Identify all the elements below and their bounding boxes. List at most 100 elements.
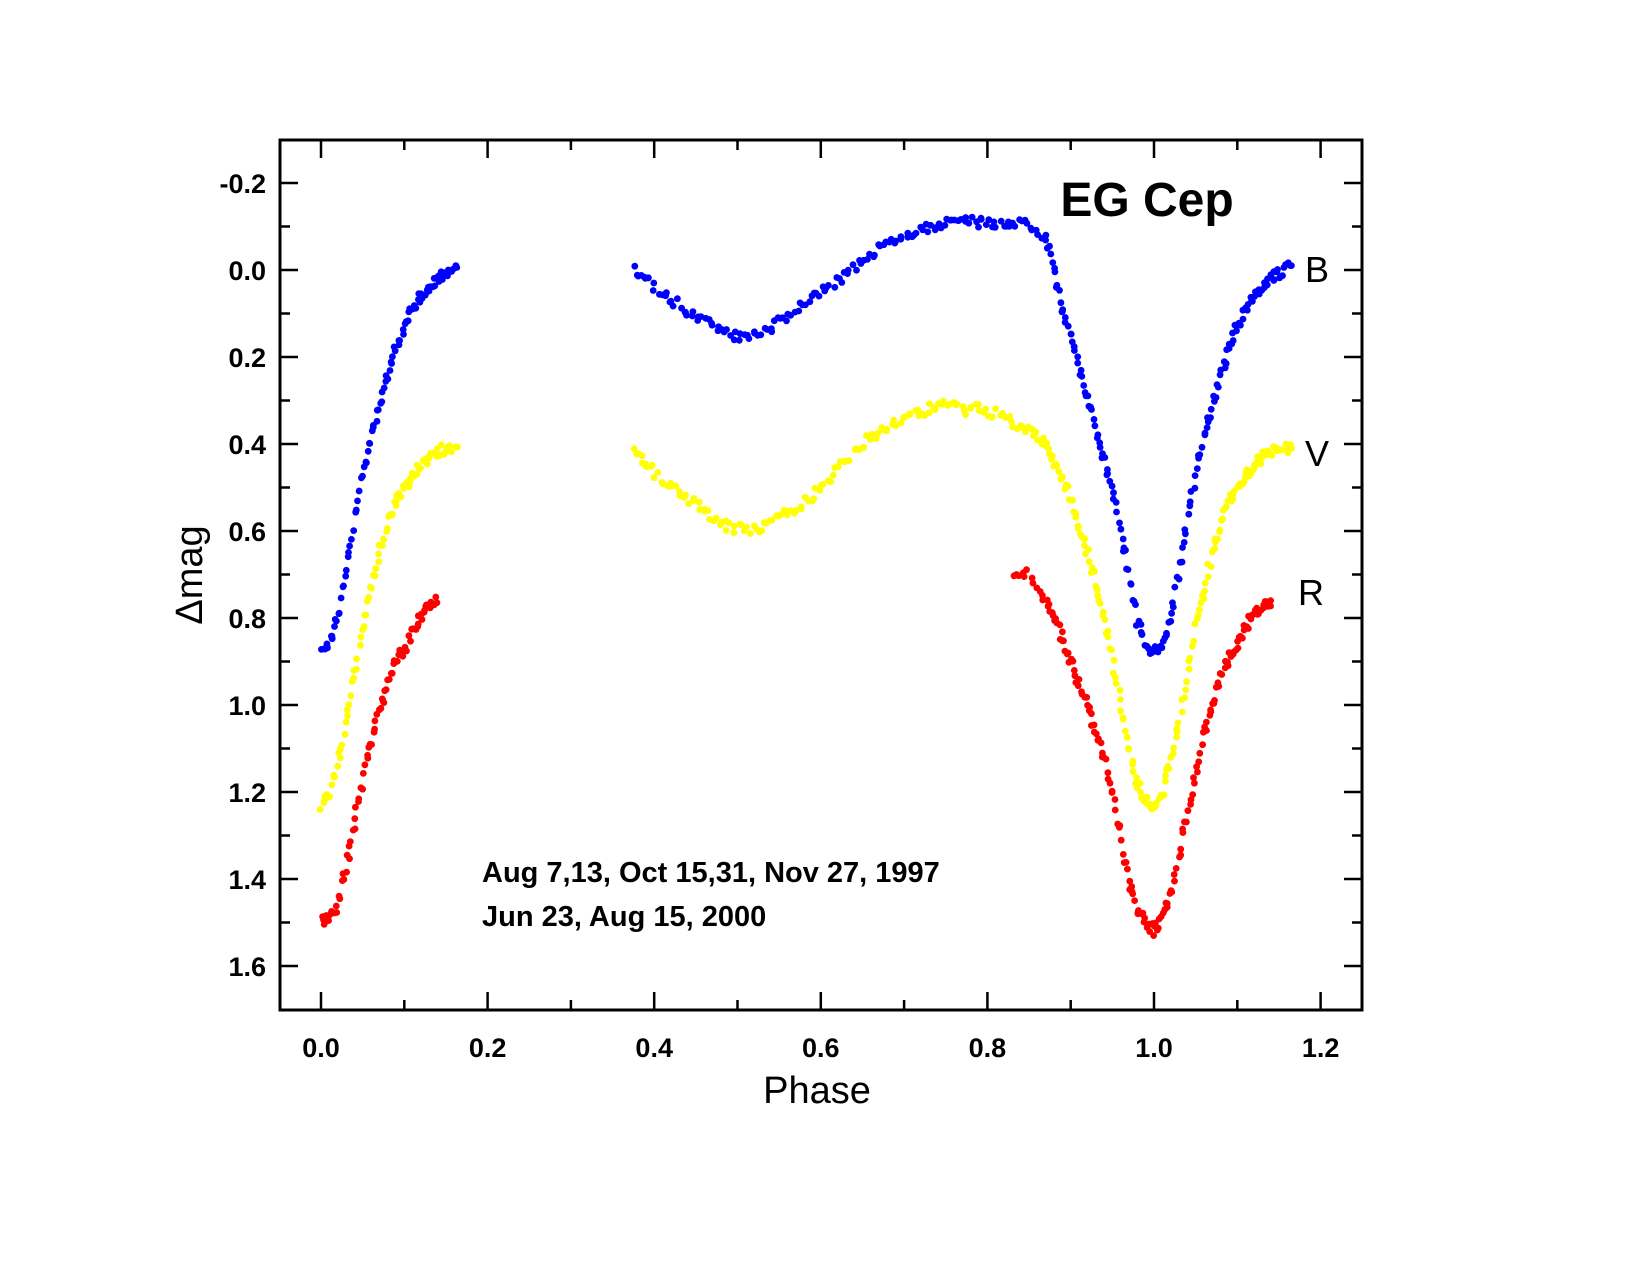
data-point-v [730,522,738,530]
data-point-v [1074,522,1082,530]
data-point-b [795,307,803,315]
data-point-b [391,347,399,355]
data-point-v [1104,633,1112,641]
data-point-v [892,422,900,430]
data-point-b [708,319,715,327]
data-point-b [1049,259,1057,266]
data-point-b [1207,405,1215,413]
data-point-v [1136,780,1144,787]
data-point-r [1083,693,1091,701]
data-point-b [1198,443,1206,451]
data-point-b [1077,366,1085,374]
observation-dates-1997: Aug 7,13, Oct 15,31, Nov 27, 1997 [482,857,940,889]
data-point-r [1203,727,1210,734]
data-point-b [919,226,927,234]
data-point-v [860,443,867,451]
data-point-b [1158,644,1166,652]
data-point-r [1119,851,1127,858]
data-point-v [1008,418,1015,425]
data-point-v [1117,696,1124,703]
data-point-v [829,471,837,479]
data-point-b [1203,424,1211,431]
data-point-b [342,572,350,580]
y-tick-label: 0.8 [228,604,266,634]
data-point-r [1194,768,1201,776]
data-point-r [1097,739,1105,747]
data-point-b [1051,268,1059,276]
data-point-v [650,474,658,482]
data-point-r [1111,796,1119,803]
data-point-v [1116,686,1124,694]
data-point-v [834,463,842,471]
data-point-b [362,458,370,466]
data-point-b [1279,272,1286,280]
data-point-b [1117,525,1125,533]
data-point-v [743,523,750,531]
data-point-b [663,289,670,296]
data-point-r [359,785,366,793]
data-point-b [631,262,639,270]
data-point-b [1212,394,1220,401]
data-point-b [1023,219,1031,227]
data-point-v [336,754,344,762]
data-point-v [353,655,360,663]
data-point-r [1111,806,1119,814]
data-point-b [985,216,993,224]
data-point-v [695,498,703,506]
data-point-b [346,542,353,550]
data-point-b [400,331,407,338]
x-tick-label: 0.4 [635,1033,673,1063]
data-point-v [316,806,324,813]
data-point-b [1263,281,1271,289]
data-point-b [352,506,360,514]
data-point-b [1171,583,1179,591]
data-point-v [328,781,336,789]
data-point-v [962,411,969,418]
x-tick-labels: 0.0 0.2 0.4 0.6 0.8 1.0 1.2 [302,1033,1339,1063]
data-point-r [355,795,363,803]
data-point-v [746,530,754,537]
data-point-v [350,674,357,682]
data-point-b [1067,330,1075,338]
data-point-v [344,712,351,720]
data-point-v [810,495,818,502]
data-point-v [704,507,712,514]
data-point-v [690,495,698,502]
data-point-b [825,282,832,289]
data-point-v [1268,452,1276,459]
data-point-v [1170,744,1177,752]
data-point-v [758,527,766,535]
data-point-v [1165,765,1173,773]
data-point-b [669,302,677,310]
data-point-b [404,317,412,325]
data-point-r [1154,924,1162,932]
data-point-v [897,419,905,427]
data-point-v [1201,587,1208,595]
data-point-v [1096,600,1104,607]
data-point-v [372,565,380,573]
data-point-b [831,283,839,291]
data-point-v [1045,445,1053,453]
data-point-r [1108,789,1116,796]
data-point-b [723,326,730,333]
data-point-r [340,876,348,883]
observation-dates-2000: Jun 23, Aug 15, 2000 [482,901,766,933]
data-point-b [1191,484,1199,492]
data-point-r [1117,836,1125,844]
data-point-v [1207,563,1215,570]
data-point-v [1104,627,1112,635]
data-point-r [1069,657,1077,665]
data-point-b [674,295,681,303]
data-point-v [365,593,373,601]
data-point-v [1043,439,1051,447]
data-point-v [1190,637,1198,645]
data-point-b [324,644,331,652]
data-point-r [1106,779,1114,787]
data-point-r [1150,932,1157,939]
data-point-v [384,525,391,532]
data-point-v [1034,436,1042,444]
data-point-v [1081,535,1089,543]
data-point-r [351,825,359,833]
data-point-v [1194,612,1202,619]
data-point-v [1129,757,1137,765]
